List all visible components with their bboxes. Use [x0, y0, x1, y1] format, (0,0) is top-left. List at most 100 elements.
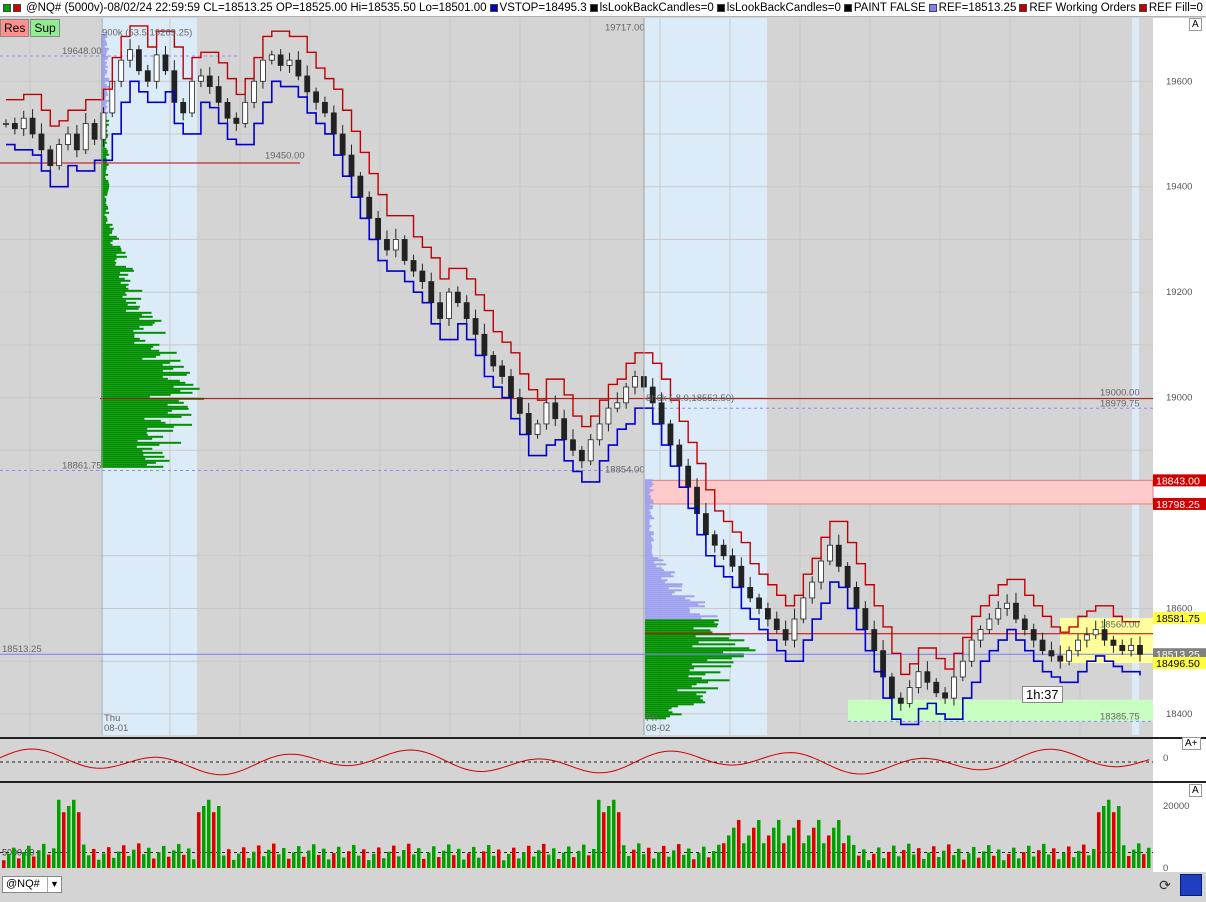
sup-button[interactable]: Sup [30, 19, 60, 37]
volume-profile-bar [101, 369, 163, 372]
volume-bar [1002, 860, 1006, 868]
volume-bar [1057, 859, 1061, 868]
legend-swatch-icon [716, 4, 725, 12]
volume-profile-bar [101, 271, 121, 274]
volume-profile-bar [645, 591, 675, 594]
volume-profile-bar [645, 613, 701, 616]
candle-body [384, 239, 390, 251]
volume-bar [607, 806, 611, 868]
chart-annotation: 8h6k (-8.0,18552.50) [646, 393, 734, 404]
volume-profile-bar [101, 57, 108, 60]
candle-body [729, 555, 736, 567]
volume-profile-bar [645, 563, 667, 566]
volume-bar [722, 843, 726, 868]
volume-profile-bar [645, 619, 719, 622]
volume-profile-bar [645, 523, 650, 526]
volume-bar [587, 855, 591, 868]
volume-bar [872, 853, 876, 868]
volume-bar [162, 845, 166, 868]
volume-profile-bar [101, 379, 180, 382]
volume-profile-bar [645, 549, 652, 552]
volume-bar [552, 848, 556, 868]
volume-profile-bar [101, 383, 194, 386]
volume-bar [1022, 852, 1026, 868]
volume-profile-bar [101, 313, 142, 316]
volume-bar [1092, 848, 1096, 868]
volume-profile-bar [101, 225, 110, 228]
autoscale-a-plus-button[interactable]: A+ [1182, 737, 1201, 750]
volume-profile-bar [101, 285, 127, 288]
volume-profile-bar [101, 377, 168, 380]
volume-profile-bar [645, 519, 650, 522]
volume-bar [962, 859, 966, 868]
candle-body [260, 59, 266, 82]
volume-bar [192, 859, 196, 868]
volume-tick-label: 0 [1163, 863, 1168, 872]
price-chart[interactable]: 19600 19400 19200 19000 18600 18400 18843.00 18… [0, 0, 1206, 872]
volume-profile-bar [101, 75, 105, 78]
header-item: PAINT FALSE [841, 2, 926, 14]
volume-bar [492, 855, 496, 868]
candle-body [91, 123, 98, 140]
volume-profile-bar [101, 241, 111, 244]
volume-profile-bar [101, 275, 120, 278]
volume-profile-bar [101, 171, 106, 174]
volume-bar [1142, 854, 1146, 868]
green-square-icon[interactable] [3, 4, 11, 12]
volume-bar [902, 850, 906, 868]
volume-profile-bar [101, 413, 192, 416]
volume-bar [32, 856, 36, 868]
volume-profile-bar [101, 211, 110, 214]
volume-profile-bar [101, 33, 107, 36]
volume-bar [582, 844, 586, 868]
volume-profile-bar [645, 623, 719, 626]
volume-profile-bar [645, 663, 692, 666]
volume-bar [882, 858, 886, 868]
refresh-icon[interactable]: ⟳ [1159, 877, 1171, 893]
volume-profile-bar [101, 301, 137, 304]
volume-profile-bar [101, 213, 105, 216]
candle-body [1057, 655, 1064, 662]
volume-profile-bar [645, 693, 697, 696]
candle-body [47, 149, 54, 167]
res-button[interactable]: Res [0, 19, 30, 37]
volume-bar [512, 847, 516, 868]
volume-bar [672, 850, 676, 868]
volume-profile-bar [645, 607, 690, 610]
volume-profile-bar [101, 417, 145, 420]
volume-bar [467, 853, 471, 868]
volume-profile-bar [101, 215, 107, 218]
volume-profile-bar [101, 415, 182, 418]
candle-body [490, 355, 497, 367]
volume-profile-bar [101, 209, 106, 212]
autoscale-a-volume-button[interactable]: A [1189, 784, 1202, 797]
candle-body [756, 597, 762, 609]
candle-body [720, 544, 727, 557]
red-square-icon[interactable] [13, 4, 21, 12]
candle-body [765, 608, 771, 620]
volume-profile-bar [101, 199, 107, 202]
volume-profile-bar [101, 267, 133, 270]
volume-bar [117, 851, 121, 868]
autoscale-a-button[interactable]: A [1189, 18, 1202, 31]
volume-profile-bar [101, 255, 127, 258]
volume-bar [637, 843, 641, 868]
candle-body [268, 54, 275, 61]
candle-body [330, 112, 337, 135]
chart-annotation: 900k (53.5,19269.25) [102, 28, 192, 39]
volume-profile-bar [101, 279, 131, 282]
candle-body [11, 123, 18, 130]
volume-profile-bar [645, 551, 652, 554]
color-picker-button[interactable] [1180, 874, 1202, 896]
chevron-down-icon[interactable]: ▼ [47, 877, 61, 892]
volume-profile-bar [645, 547, 653, 550]
volume-profile-bar [101, 327, 144, 330]
toolbar-icons[interactable] [0, 4, 23, 12]
volume-profile-bar [101, 347, 152, 350]
legend-swatch-icon [1019, 4, 1028, 12]
volume-profile-bar [101, 49, 108, 52]
header-item-label: PAINT FALSE [853, 2, 926, 14]
symbol-selector[interactable]: @NQ# ▼ [2, 876, 62, 893]
volume-bar [557, 859, 561, 868]
volume-profile-bar [101, 451, 163, 454]
